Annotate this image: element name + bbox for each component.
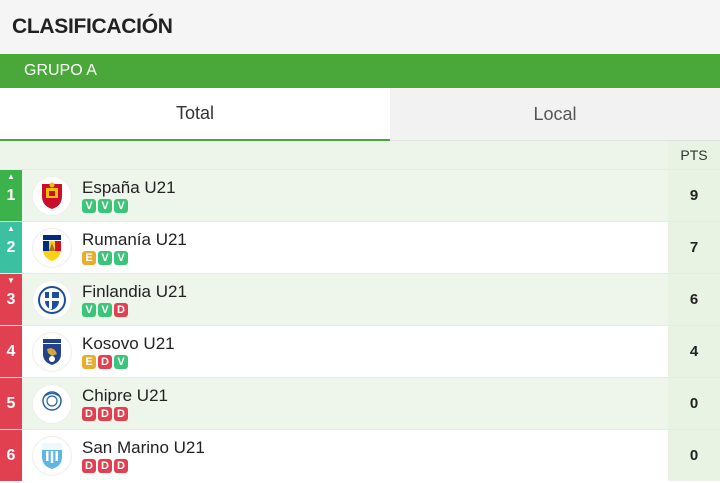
position-number: 4 <box>6 342 16 360</box>
team-name[interactable]: San Marino U21 <box>82 438 205 457</box>
form-badge: D <box>114 303 128 317</box>
form-badge: D <box>114 459 128 473</box>
romania-crest-icon <box>33 228 71 267</box>
team-info: España U21 V V V <box>82 178 176 213</box>
position-indicator: ▼ 3 <box>0 274 22 325</box>
points-value: 9 <box>668 170 720 221</box>
trend-down-icon: ▼ <box>7 276 15 285</box>
form-badge: V <box>98 303 112 317</box>
team-info: San Marino U21 D D D <box>82 438 205 473</box>
form-badge: D <box>98 355 112 369</box>
table-header: PTS <box>0 141 720 169</box>
position-number: 5 <box>6 394 16 412</box>
team-name[interactable]: Kosovo U21 <box>82 334 175 353</box>
position-indicator: ▲ 2 <box>0 222 22 273</box>
position-number: 6 <box>6 446 16 464</box>
points-value: 7 <box>668 222 720 273</box>
table-row[interactable]: ▼ 3 Finlandia U21 V V D 6 <box>0 273 720 325</box>
position-indicator: ▲ 1 <box>0 170 22 221</box>
spain-crest-icon <box>33 176 71 215</box>
table-row[interactable]: 6 San Marino U21 D D D 0 <box>0 429 720 481</box>
tab-local[interactable]: Local <box>390 88 720 141</box>
trend-up-icon: ▲ <box>7 172 15 181</box>
table-row[interactable]: 5 Chipre U21 D D D 0 <box>0 377 720 429</box>
team-info: Rumanía U21 E V V <box>82 230 187 265</box>
form-badge: D <box>114 407 128 421</box>
points-value: 4 <box>668 326 720 377</box>
page-title-text: CLASIFICACIÓN <box>12 15 173 38</box>
cyprus-crest-icon <box>33 384 71 423</box>
team-name[interactable]: Finlandia U21 <box>82 282 187 301</box>
points-column-header: PTS <box>668 141 720 169</box>
form-badge: D <box>82 459 96 473</box>
form-badge: V <box>114 251 128 265</box>
form-badge: V <box>114 355 128 369</box>
tab-bar: Total Local <box>0 88 720 141</box>
form-badge: D <box>82 407 96 421</box>
finland-crest-icon <box>33 280 71 319</box>
points-value: 0 <box>668 378 720 429</box>
points-value: 6 <box>668 274 720 325</box>
group-header: GRUPO A <box>0 54 720 88</box>
page-title: CLASIFICACIÓN <box>0 0 720 54</box>
form-badge: D <box>98 407 112 421</box>
team-info: Kosovo U21 E D V <box>82 334 175 369</box>
form-badge: D <box>98 459 112 473</box>
team-info: Chipre U21 D D D <box>82 386 168 421</box>
position-number: 2 <box>6 238 16 256</box>
standings-table: ▲ 1 España U21 V V V 9 ▲ 2 Rumanía U21 E V V 7 ▼ 3 Finla… <box>0 169 720 481</box>
table-row[interactable]: ▲ 1 España U21 V V V 9 <box>0 169 720 221</box>
form-badge: V <box>114 199 128 213</box>
position-indicator: 4 <box>0 326 22 377</box>
kosovo-crest-icon <box>33 332 71 371</box>
trend-up-icon: ▲ <box>7 224 15 233</box>
position-number: 3 <box>6 290 16 308</box>
table-row[interactable]: ▲ 2 Rumanía U21 E V V 7 <box>0 221 720 273</box>
form-badge: E <box>82 355 96 369</box>
form-badge: V <box>98 199 112 213</box>
tab-total[interactable]: Total <box>0 88 390 141</box>
team-name[interactable]: España U21 <box>82 178 176 197</box>
form-badge: V <box>82 303 96 317</box>
points-value: 0 <box>668 430 720 481</box>
form-badge: V <box>98 251 112 265</box>
group-label: GRUPO A <box>24 62 97 79</box>
table-row[interactable]: 4 Kosovo U21 E D V 4 <box>0 325 720 377</box>
team-name[interactable]: Chipre U21 <box>82 386 168 405</box>
team-name[interactable]: Rumanía U21 <box>82 230 187 249</box>
position-indicator: 6 <box>0 430 22 481</box>
team-info: Finlandia U21 V V D <box>82 282 187 317</box>
position-indicator: 5 <box>0 378 22 429</box>
san-marino-crest-icon <box>33 436 71 475</box>
form-badge: E <box>82 251 96 265</box>
form-badge: V <box>82 199 96 213</box>
position-number: 1 <box>6 186 16 204</box>
